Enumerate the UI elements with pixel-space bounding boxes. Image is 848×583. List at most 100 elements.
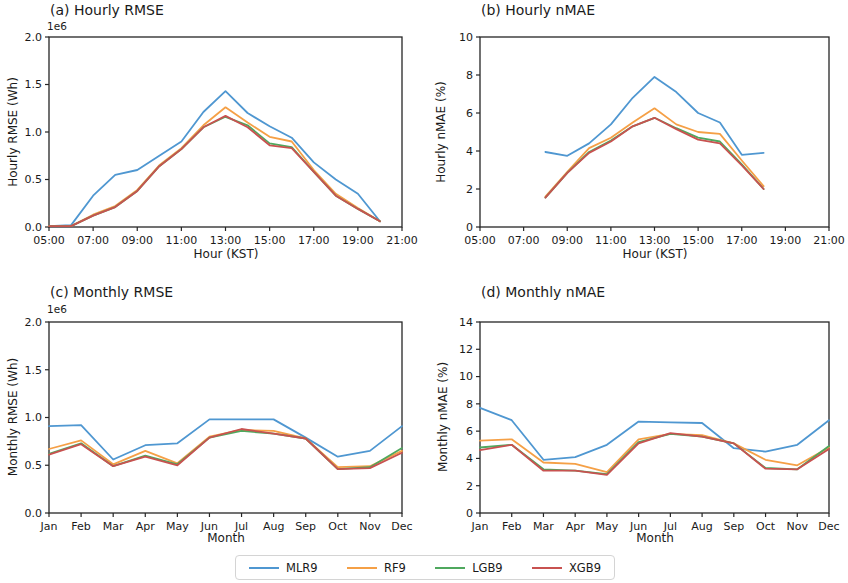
x-tick-label: Aug [263,520,284,533]
x-tick-label: Feb [502,520,521,533]
x-tick-label: May [596,520,619,533]
x-tick-label: 11:00 [166,234,198,247]
y-tick-label: 0.0 [25,221,43,234]
y-tick-label: 1.5 [25,364,43,377]
x-tick-label: Mar [533,520,554,533]
y-tick-label: 0.5 [25,459,43,472]
x-tick-label: Jun [200,520,218,533]
x-tick-label: Nov [359,520,381,533]
panel-c-plot-area: JanFebMarAprMayJunJulAugSepOctNovDec0.00… [49,322,402,513]
panel-a-ylabel: Hourly RMSE (Wh) [6,77,20,187]
panel-b-ylabel: Hourly nMAE (%) [434,81,448,182]
legend-item-rf9: RF9 [347,561,406,575]
x-tick-label: Sep [295,520,316,533]
x-tick-label: 05:00 [33,234,65,247]
panel-c-xlabel: Month [207,531,245,545]
x-tick-label: Jan [471,520,489,533]
series-line-xgb9 [545,118,763,198]
y-tick-label: 2 [466,183,473,196]
x-tick-label: 13:00 [210,234,242,247]
x-tick-label: 19:00 [342,234,374,247]
panel-a-xlabel: Hour (KST) [194,247,259,261]
x-tick-label: Dec [391,520,412,533]
y-tick-label: 10 [459,370,473,383]
x-tick-label: 07:00 [508,234,540,247]
series-line-mlr9 [49,419,402,459]
legend-item-xgb9: XGB9 [532,561,601,575]
y-tick-label: 14 [459,316,473,329]
x-tick-label: Jan [40,520,58,533]
y-tick-label: 2 [466,480,473,493]
panel-b-title: (b) Hourly nMAE [481,2,595,18]
x-tick-label: Jul [234,520,248,533]
x-tick-label: Oct [328,520,348,533]
legend-line-swatch-xgb9 [532,567,562,569]
x-tick-label: 19:00 [770,234,802,247]
x-tick-label: Nov [787,520,809,533]
x-tick-label: 21:00 [386,234,418,247]
x-tick-label: Mar [103,520,124,533]
panel-a-title: (a) Hourly RMSE [50,2,164,18]
figure-canvas: (a) Hourly RMSE 1e6 Hourly RMSE (Wh) Hou… [0,0,848,583]
y-tick-label: 6 [466,425,473,438]
y-tick-label: 1.0 [25,126,43,139]
y-tick-label: 1.5 [25,78,43,91]
panel-c-title: (c) Monthly RMSE [50,284,173,300]
panel-d-xlabel: Month [636,531,674,545]
y-tick-label: 10 [459,31,473,44]
x-tick-label: 13:00 [639,234,671,247]
y-tick-label: 0.5 [25,173,43,186]
panel-b-xlabel: Hour (KST) [623,247,688,261]
panel-a-offset-label: 1e6 [47,20,67,32]
x-tick-label: Oct [756,520,776,533]
x-tick-label: Aug [691,520,712,533]
axes-frame [480,322,829,513]
panel-d-ylabel: Monthly nMAE (%) [436,362,450,472]
panel-c-ylabel: Monthly RMSE (Wh) [6,358,20,476]
panel-a-plot-area: 05:0007:0009:0011:0013:0015:0017:0019:00… [49,37,402,227]
series-line-rf9 [49,107,380,226]
y-tick-label: 0 [466,507,473,520]
x-tick-label: Apr [136,520,156,533]
x-tick-label: 21:00 [813,234,845,247]
legend-label-xgb9: XGB9 [569,561,601,575]
y-tick-label: 8 [466,398,473,411]
series-line-mlr9 [49,91,380,226]
panel-d-title: (d) Monthly nMAE [481,284,605,300]
y-tick-label: 6 [466,107,473,120]
series-line-lgb9 [49,117,380,226]
x-tick-label: 11:00 [595,234,627,247]
panel-b-plot-area: 05:0007:0009:0011:0013:0015:0017:0019:00… [480,37,829,227]
y-tick-label: 4 [466,452,473,465]
axes-frame [49,37,402,227]
legend-box: MLR9 RF9 LGB9 XGB9 [235,555,615,580]
series-line-lgb9 [49,431,402,469]
x-tick-label: 07:00 [77,234,109,247]
legend-item-lgb9: LGB9 [435,561,503,575]
panel-d-plot-area: JanFebMarAprMayJunJulAugSepOctNovDec0246… [480,322,829,513]
series-line-lgb9 [545,118,763,198]
x-tick-label: Jun [629,520,647,533]
y-tick-label: 4 [466,145,473,158]
x-tick-label: 05:00 [464,234,496,247]
legend-label-lgb9: LGB9 [472,561,503,575]
y-tick-label: 0.0 [25,507,43,520]
axes-frame [480,37,829,227]
x-tick-label: 09:00 [121,234,153,247]
legend-line-swatch-mlr9 [249,567,279,569]
x-tick-label: Feb [71,520,90,533]
x-tick-label: Jul [663,520,677,533]
x-tick-label: Dec [818,520,839,533]
x-tick-label: 15:00 [254,234,286,247]
panel-c-offset-label: 1e6 [47,303,67,315]
x-tick-label: 17:00 [298,234,330,247]
series-line-mlr9 [545,77,763,156]
legend-label-mlr9: MLR9 [286,561,318,575]
x-tick-label: May [166,520,189,533]
y-tick-label: 2.0 [25,31,43,44]
x-tick-label: Sep [723,520,744,533]
axes-frame [49,322,402,513]
y-tick-label: 2.0 [25,316,43,329]
series-line-rf9 [480,434,829,472]
legend-line-swatch-lgb9 [435,567,465,569]
